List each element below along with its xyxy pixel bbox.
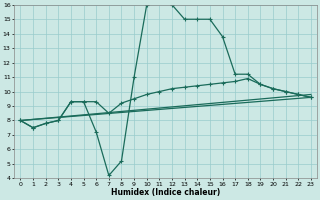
X-axis label: Humidex (Indice chaleur): Humidex (Indice chaleur)	[111, 188, 220, 197]
